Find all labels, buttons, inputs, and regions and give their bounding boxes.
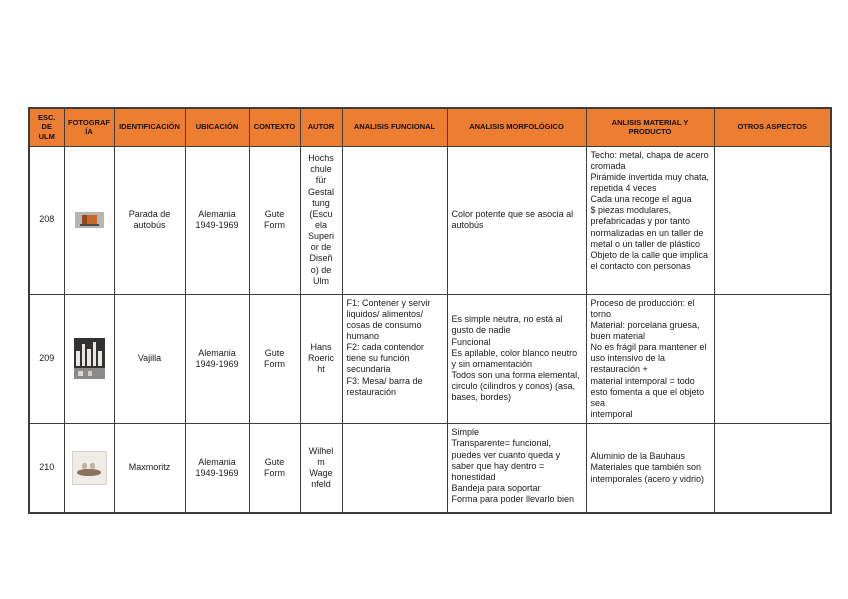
- table-row-209: 209 Vajilla Alemania 1949-1969 G: [28, 293, 832, 425]
- cell-otros-209: [713, 293, 832, 425]
- cup-shape: [87, 371, 92, 377]
- cell-morfologico-209: Es simple neutra, no está al gusto de na…: [446, 293, 587, 425]
- dish-stack-shape: [97, 351, 102, 367]
- cell-material-209: Proceso de producción: el torno Material…: [585, 293, 715, 425]
- shaker-shape: [81, 462, 87, 469]
- cell-funcional-208: [341, 145, 448, 295]
- cell-morfologico-208: Color potente que se asocia al autobús: [446, 145, 587, 295]
- shaker-shape: [89, 462, 95, 469]
- cell-esc-209: 209: [28, 293, 65, 425]
- cell-esc-210: 210: [28, 423, 65, 514]
- cell-material-210: Aluminio de la Bauhaus Materiales que ta…: [585, 423, 715, 514]
- cell-ubicacion-209: Alemania 1949-1969: [184, 293, 250, 425]
- table-row-208: 208 Parada de autobús Alemania 1949-1969…: [28, 145, 832, 295]
- bus-stop-photo: [74, 212, 104, 228]
- cell-ubicacion-208: Alemania 1949-1969: [184, 145, 250, 295]
- cell-foto-209: [63, 293, 115, 425]
- cell-identificacion-210: Maxmoritz: [113, 423, 186, 514]
- cell-funcional-210: [341, 423, 448, 514]
- dish-stack-shape: [81, 344, 85, 367]
- cell-morfologico-210: Simple Transparente= funcional, puedes v…: [446, 423, 587, 514]
- dish-stack-shape: [86, 349, 91, 367]
- col-header-contexto: CONTEXTO: [248, 107, 301, 147]
- col-header-fotografia: FOTOGRAFÍA: [63, 107, 115, 147]
- col-header-analisis-material-producto: ANLISIS MATERIAL Y PRODUCTO: [585, 107, 715, 147]
- col-header-ubicacion: UBICACIÓN: [184, 107, 250, 147]
- cell-autor-209: Hans Roericht: [299, 293, 343, 425]
- col-header-esc-de-ulm: ESC. DE ULM: [28, 107, 65, 147]
- cup-shape: [77, 371, 83, 377]
- bus-stop-base-shape: [79, 224, 99, 226]
- cell-autor-210: Wilhelm Wagenfeld: [299, 423, 343, 514]
- bus-stop-roof-shape: [81, 215, 97, 224]
- col-header-analisis-funcional: ANALISIS FUNCIONAL: [341, 107, 448, 147]
- stacked-tableware-photo: [73, 338, 105, 380]
- dish-stack-shape: [75, 351, 80, 367]
- cell-contexto-209: Gute Form: [248, 293, 301, 425]
- cell-otros-208: [713, 145, 832, 295]
- col-header-otros-aspectos: OTROS ASPECTOS: [713, 107, 832, 147]
- header-row: ESC. DE ULM FOTOGRAFÍA IDENTIFICACIÓN UB…: [28, 107, 832, 147]
- dish-stack-shape: [92, 342, 96, 367]
- cell-contexto-210: Gute Form: [248, 423, 301, 514]
- table-row-210: 210 Maxmoritz Alemania 1949-1969 Gute Fo…: [28, 423, 832, 514]
- cell-ubicacion-210: Alemania 1949-1969: [184, 423, 250, 514]
- cell-foto-210: [63, 423, 115, 514]
- cell-otros-210: [713, 423, 832, 514]
- col-header-analisis-morfologico: ANALISIS MORFOLÓGICO: [446, 107, 587, 147]
- col-header-autor: AUTOR: [299, 107, 343, 147]
- cell-identificacion-208: Parada de autobús: [113, 145, 186, 295]
- col-header-identificacion: IDENTIFICACIÓN: [113, 107, 186, 147]
- cell-funcional-209: F1: Contener y servir liquidos/ alimento…: [341, 293, 448, 425]
- cell-esc-208: 208: [28, 145, 65, 295]
- cell-foto-208: [63, 145, 115, 295]
- cell-autor-208: Hochschule für Gestaltung (Escuela Super…: [299, 145, 343, 295]
- cell-identificacion-209: Vajilla: [113, 293, 186, 425]
- bus-stop-shadow-shape: [81, 215, 87, 224]
- cell-contexto-208: Gute Form: [248, 145, 301, 295]
- cell-material-208: Techo: metal, chapa de acero cromada Pir…: [585, 145, 715, 295]
- ulm-analysis-table: ESC. DE ULM FOTOGRAFÍA IDENTIFICACIÓN UB…: [28, 107, 832, 514]
- maxmoritz-shakers-photo: [71, 450, 107, 485]
- tray-shape: [76, 468, 101, 476]
